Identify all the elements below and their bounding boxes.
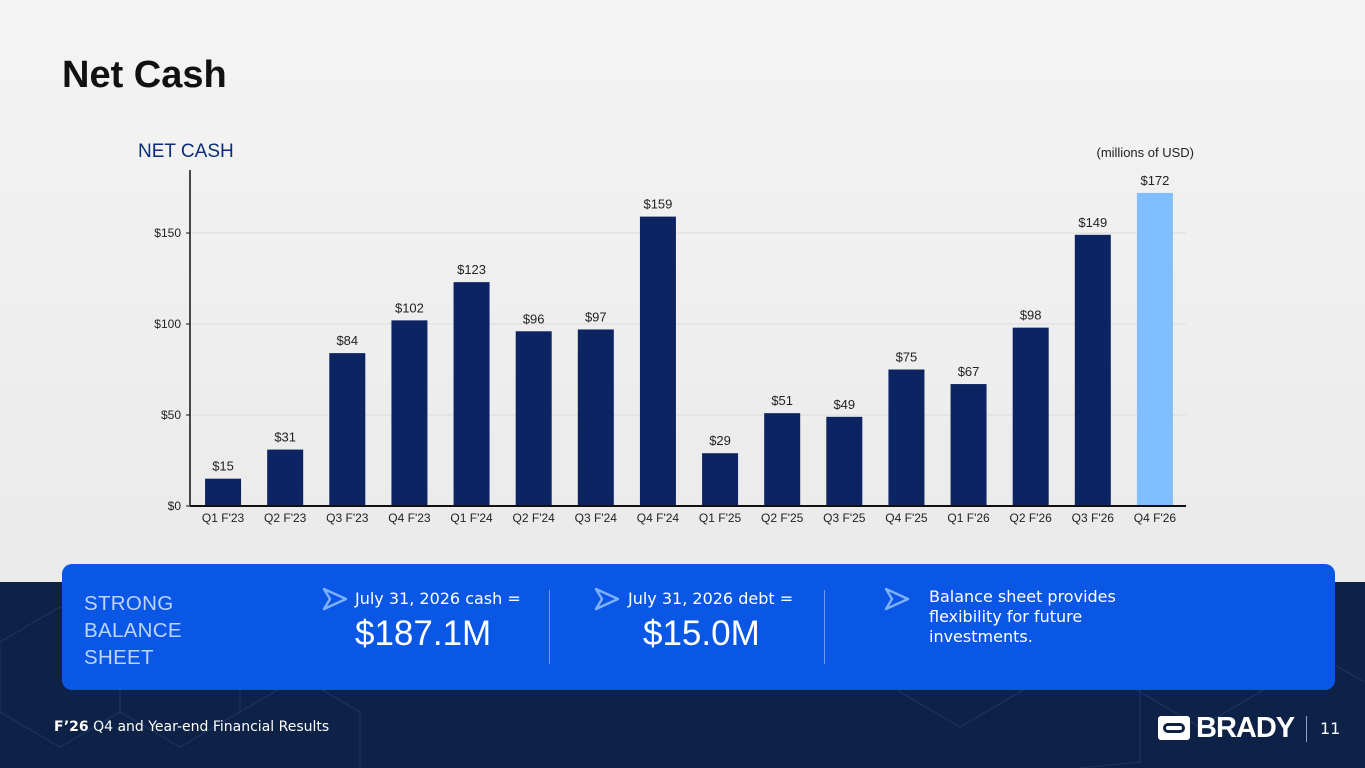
x-tick-label: Q2 F'26 bbox=[1010, 511, 1053, 525]
bar-q3-f-24 bbox=[577, 329, 614, 506]
bar-q2-f-26 bbox=[1012, 327, 1049, 506]
balance-sheet-panel: STRONG BALANCE SHEET July 31, 2026 cash … bbox=[62, 564, 1335, 690]
y-tick-label: $100 bbox=[154, 317, 181, 331]
data-label: $172 bbox=[1140, 173, 1169, 188]
data-label: $98 bbox=[1020, 308, 1042, 323]
x-tick-label: Q2 F'23 bbox=[264, 511, 307, 525]
data-label: $67 bbox=[958, 364, 980, 379]
footer-fiscal-year: F’26 bbox=[54, 719, 89, 735]
bar-q3-f-26 bbox=[1074, 234, 1111, 506]
bar-q1-f-26 bbox=[950, 384, 987, 506]
x-tick-label: Q4 F'23 bbox=[388, 511, 431, 525]
debt-value: $15.0M bbox=[643, 614, 760, 653]
page-number: 11 bbox=[1320, 719, 1341, 738]
data-label: $29 bbox=[709, 433, 731, 448]
data-label: $102 bbox=[395, 300, 424, 315]
bar-q4-f-26 bbox=[1136, 192, 1173, 506]
x-tick-label: Q2 F'25 bbox=[761, 511, 804, 525]
data-label: $149 bbox=[1078, 215, 1107, 230]
chevron-arrow-icon bbox=[322, 587, 348, 611]
x-tick-label: Q4 F'24 bbox=[637, 511, 680, 525]
x-tick-label: Q1 F'25 bbox=[699, 511, 742, 525]
bar-q3-f-23 bbox=[329, 353, 366, 506]
x-tick-label: Q1 F'26 bbox=[947, 511, 990, 525]
bar-q4-f-25 bbox=[888, 369, 925, 506]
footer-description: Q4 and Year-end Financial Results bbox=[88, 719, 330, 735]
divider bbox=[549, 590, 550, 664]
cash-value: $187.1M bbox=[355, 614, 492, 653]
data-label: $97 bbox=[585, 309, 607, 324]
data-label: $15 bbox=[212, 459, 234, 474]
brand-wordmark: BRADY bbox=[1196, 712, 1295, 744]
x-tick-label: Q3 F'23 bbox=[326, 511, 369, 525]
unit-note: (millions of USD) bbox=[1096, 145, 1194, 160]
debt-label: July 31, 2026 debt = bbox=[628, 589, 794, 608]
page-title: Net Cash bbox=[62, 54, 227, 96]
brady-logo-mark bbox=[1158, 716, 1190, 740]
data-label: $75 bbox=[896, 350, 918, 365]
x-tick-label: Q2 F'24 bbox=[513, 511, 556, 525]
bar-q2-f-25 bbox=[764, 413, 801, 506]
bar-q4-f-24 bbox=[639, 216, 676, 506]
y-tick-label: $50 bbox=[161, 408, 181, 422]
bar-q1-f-25 bbox=[702, 453, 739, 506]
data-label: $159 bbox=[643, 197, 672, 212]
data-label: $84 bbox=[336, 333, 358, 348]
data-label: $96 bbox=[523, 311, 545, 326]
data-label: $51 bbox=[771, 393, 793, 408]
bar-q2-f-23 bbox=[267, 449, 304, 506]
x-tick-label: Q1 F'23 bbox=[202, 511, 245, 525]
bar-q1-f-23 bbox=[205, 478, 242, 506]
divider bbox=[824, 590, 825, 664]
data-label: $31 bbox=[274, 430, 296, 445]
page-separator bbox=[1306, 716, 1307, 742]
chart-title: NET CASH bbox=[138, 141, 234, 162]
x-tick-label: Q3 F'26 bbox=[1072, 511, 1115, 525]
data-label: $123 bbox=[457, 262, 486, 277]
chevron-arrow-icon bbox=[884, 587, 910, 611]
footer-caption: F’26 Q4 and Year-end Financial Results bbox=[54, 719, 329, 735]
cash-label: July 31, 2026 cash = bbox=[355, 589, 521, 608]
chevron-arrow-icon bbox=[594, 587, 620, 611]
y-tick-label: $150 bbox=[154, 226, 181, 240]
x-tick-label: Q3 F'24 bbox=[575, 511, 618, 525]
x-tick-label: Q4 F'25 bbox=[885, 511, 928, 525]
flexibility-note: Balance sheet provides flexibility for f… bbox=[929, 587, 1116, 646]
x-tick-label: Q4 F'26 bbox=[1134, 511, 1177, 525]
x-tick-label: Q1 F'24 bbox=[450, 511, 493, 525]
bar-q2-f-24 bbox=[515, 331, 552, 506]
data-label: $49 bbox=[833, 397, 855, 412]
bar-q1-f-24 bbox=[453, 282, 490, 506]
panel-heading: STRONG BALANCE SHEET bbox=[84, 592, 182, 669]
net-cash-chart: NET CASH (millions of USD) $0 $50 $100 $150… bbox=[138, 141, 1194, 525]
bar-q4-f-23 bbox=[391, 320, 428, 506]
bar-q3-f-25 bbox=[826, 416, 863, 506]
x-tick-label: Q3 F'25 bbox=[823, 511, 866, 525]
y-tick-label: $0 bbox=[168, 499, 182, 513]
